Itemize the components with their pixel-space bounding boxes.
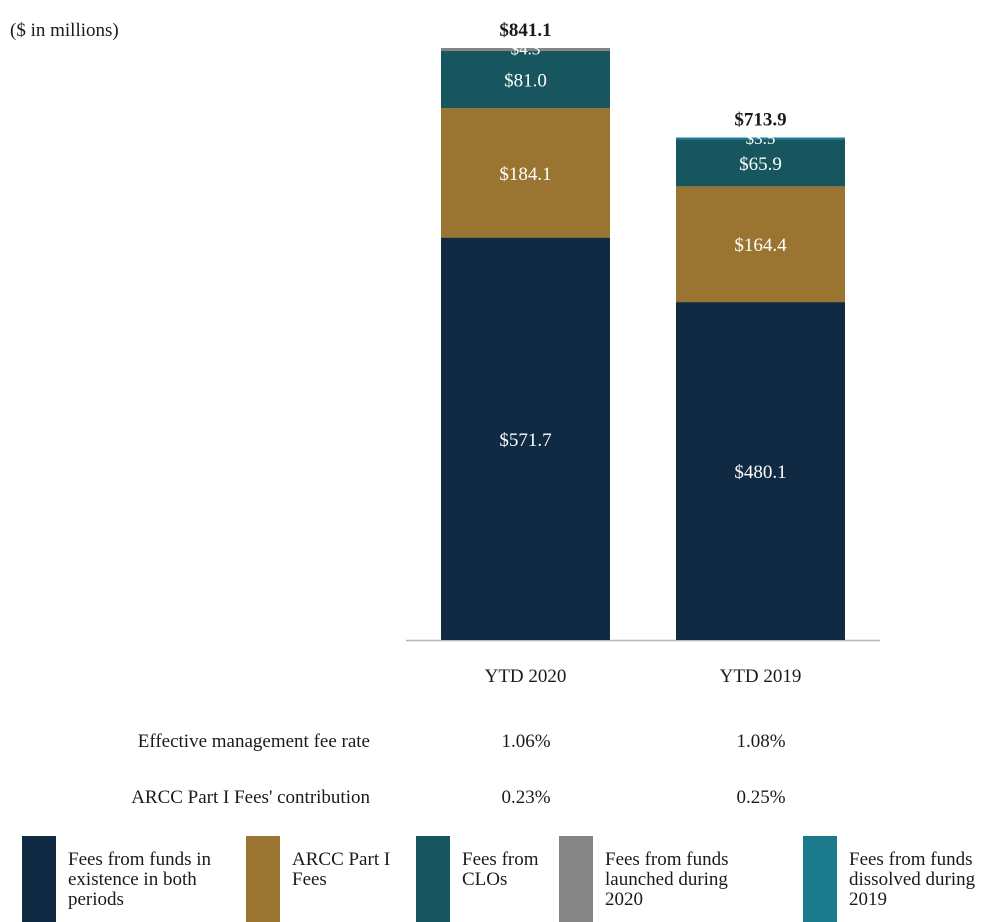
data-label: $81.0	[504, 71, 547, 92]
data-label: $3.5	[746, 129, 776, 148]
bar-segment	[676, 302, 845, 640]
data-label: $480.1	[734, 462, 786, 483]
metric-value: 0.25%	[736, 787, 786, 808]
legend-item: Fees from funds in existence in both per…	[22, 836, 244, 922]
legend-swatch	[246, 836, 280, 922]
legend-label: Fees from funds in existence in both per…	[68, 849, 212, 910]
data-label: $164.4	[734, 235, 787, 256]
bar-segment	[441, 108, 610, 238]
legend-swatch	[559, 836, 593, 922]
stacked-bar-chart: $571.7 $184.1 $81.0 $4.3$841.1 YTD 2020 $480.…	[406, 20, 880, 687]
bar-segment	[441, 48, 610, 52]
metric-label: ARCC Part I Fees' contribution	[131, 787, 370, 808]
metric-value: 1.06%	[501, 731, 551, 752]
legend-label: Fees from funds launched during 2020	[605, 849, 729, 910]
bar-segment	[676, 137, 845, 140]
legend-swatch	[416, 836, 450, 922]
units-note: ($ in millions)	[10, 20, 119, 41]
data-label: $571.7	[499, 430, 551, 451]
total-label: $713.9	[734, 110, 786, 131]
bar-segment	[676, 139, 845, 187]
data-label: $65.9	[739, 154, 782, 175]
total-label: $841.1	[499, 20, 551, 41]
legend-label: Fees from CLOs	[462, 849, 539, 890]
category-label: YTD 2019	[720, 666, 802, 687]
legend-swatch	[22, 836, 56, 922]
legend-swatch	[803, 836, 837, 922]
legend-item: Fees from funds dissolved during 2019	[803, 836, 1003, 922]
data-label: $4.3	[511, 40, 541, 59]
legend-item: ARCC Part I Fees	[246, 836, 416, 922]
legend-item: Fees from funds launched during 2020	[559, 836, 759, 922]
metric-value: 0.23%	[501, 787, 551, 808]
category-label: YTD 2020	[485, 666, 567, 687]
data-label: $184.1	[499, 164, 551, 185]
legend-label: Fees from funds dissolved during 2019	[849, 849, 976, 910]
metric-value: 1.08%	[736, 731, 786, 752]
legend-label: ARCC Part I Fees	[292, 849, 391, 890]
metric-label: Effective management fee rate	[137, 731, 370, 752]
bar-segment	[441, 51, 610, 109]
bar-segment	[676, 186, 845, 303]
bar-segment	[441, 237, 610, 640]
legend-item: Fees from CLOs	[416, 836, 556, 922]
